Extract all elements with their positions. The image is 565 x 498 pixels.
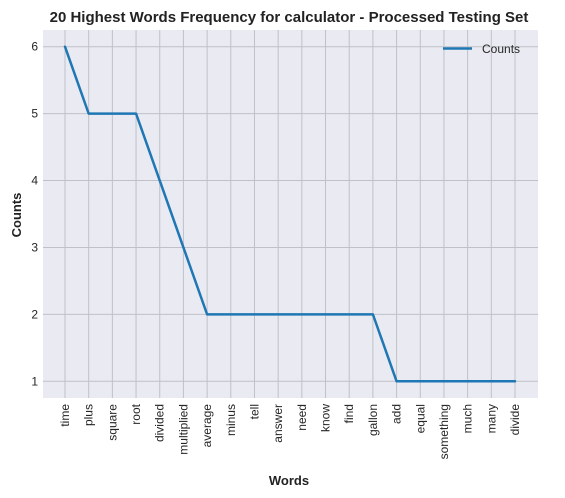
x-tick-label: add	[390, 404, 404, 424]
x-tick-label: find	[342, 404, 356, 423]
x-tick-label: know	[319, 404, 333, 432]
x-axis-ticks: time plus square root divided multiplied avera…	[58, 403, 522, 459]
y-tick-label: 4	[31, 174, 38, 188]
y-tick-label: 1	[31, 374, 38, 388]
y-axis-label: Counts	[9, 193, 24, 238]
x-tick-label: answer	[271, 404, 285, 443]
y-tick-label: 5	[31, 107, 38, 121]
y-tick-label: 6	[31, 40, 38, 54]
x-tick-label: many	[484, 404, 498, 433]
x-axis-label: Words	[269, 473, 309, 488]
y-tick-label: 3	[31, 240, 38, 254]
plot-area	[43, 30, 538, 398]
x-tick-label: root	[129, 403, 143, 424]
series-line-counts	[63, 45, 517, 383]
x-tick-label: need	[295, 404, 309, 431]
x-tick-label: minus	[224, 404, 238, 436]
x-tick-label: time	[58, 404, 72, 427]
legend-label-counts: Counts	[482, 42, 520, 56]
grid-lines	[43, 30, 538, 398]
x-tick-label: much	[461, 404, 475, 433]
x-tick-label: tell	[247, 404, 261, 419]
x-tick-label: square	[105, 404, 119, 441]
x-tick-label: divided	[153, 404, 167, 442]
chart-title: 20 Highest Words Frequency for calculato…	[50, 9, 529, 26]
x-tick-label: equal	[413, 404, 427, 433]
x-tick-label: gallon	[366, 404, 380, 436]
x-tick-label: plus	[82, 404, 96, 426]
y-tick-label: 2	[31, 307, 38, 321]
x-tick-label: multiplied	[176, 404, 190, 455]
x-tick-label: something	[437, 404, 451, 459]
x-tick-label: average	[200, 404, 214, 448]
series-layer	[63, 45, 517, 383]
y-axis-ticks: 1 2 3 4 5 6	[31, 40, 38, 389]
x-tick-label: divide	[508, 404, 522, 436]
legend: Counts	[443, 42, 520, 56]
